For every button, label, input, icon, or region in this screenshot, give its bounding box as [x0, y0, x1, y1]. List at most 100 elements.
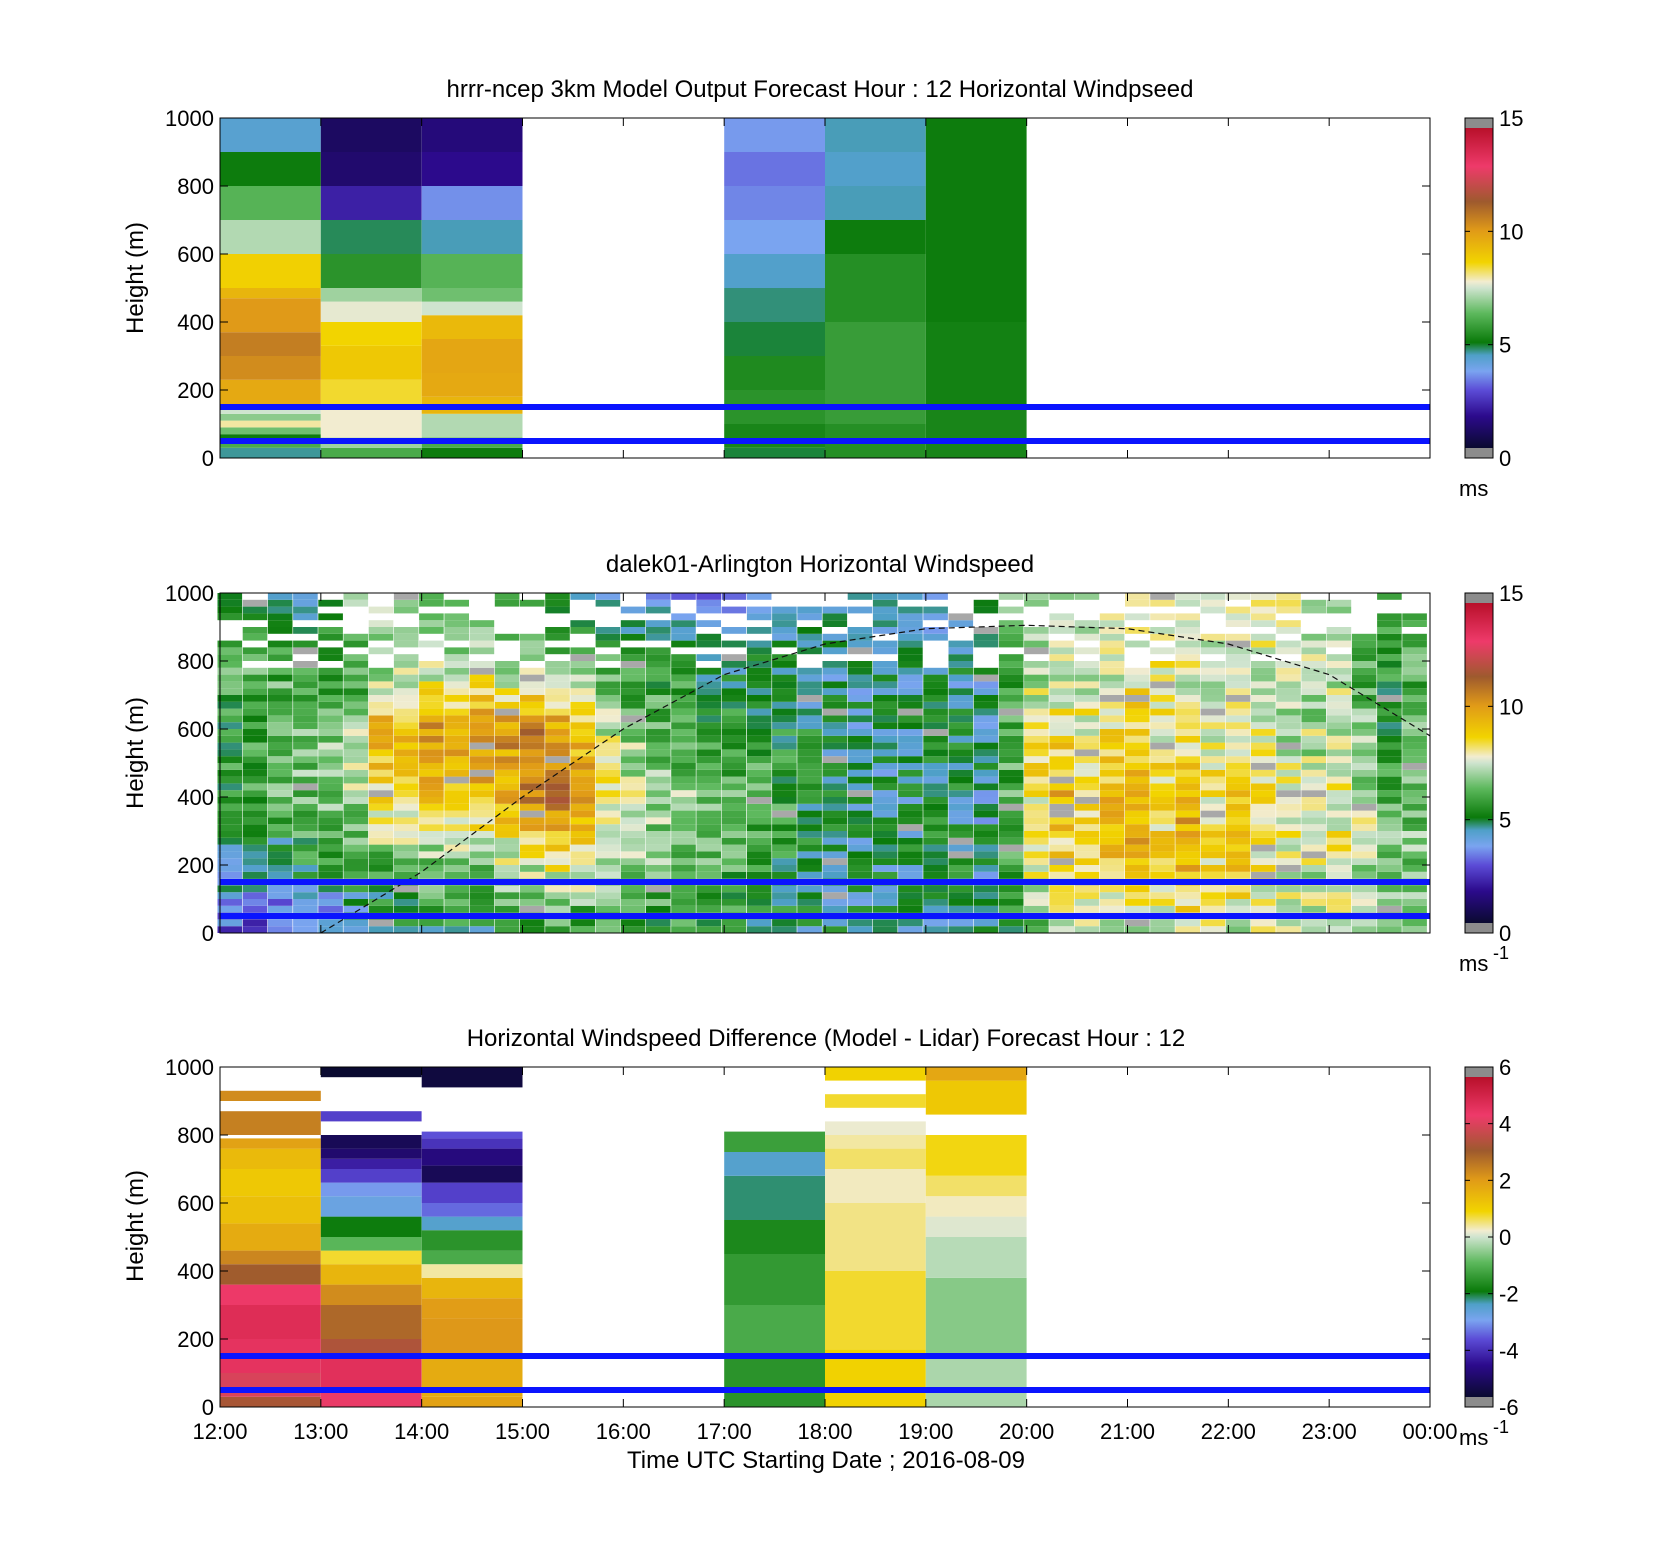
heatmap-cell: [1351, 803, 1377, 811]
heatmap-cell: [1326, 681, 1352, 689]
heatmap-cell: [494, 769, 520, 777]
heatmap-cell: [646, 674, 671, 682]
heatmap-cell: [1074, 803, 1100, 811]
heatmap-cell: [220, 118, 321, 152]
heatmap-cell: [1049, 715, 1074, 723]
heatmap-cell: [520, 681, 545, 689]
heatmap-cell: [242, 654, 268, 661]
heatmap-cell: [595, 674, 621, 682]
heatmap-cell: [267, 844, 293, 852]
heatmap-cell: [421, 301, 523, 316]
heatmap-cell: [421, 1298, 523, 1319]
heatmap-cell: [1301, 817, 1326, 825]
heatmap-cell: [772, 661, 797, 668]
heatmap-cell: [696, 919, 721, 927]
heatmap-cell: [242, 844, 268, 852]
heatmap-cell: [267, 824, 293, 831]
heatmap-cell: [1049, 899, 1074, 906]
heatmap-cell: [998, 722, 1024, 729]
heatmap-cell: [1125, 695, 1150, 702]
heatmap-cell: [1049, 776, 1074, 784]
heatmap-cell: [721, 892, 747, 899]
heatmap-cell: [825, 1148, 926, 1169]
heatmap-cell: [696, 803, 721, 811]
heatmap-cell: [1150, 851, 1175, 859]
heatmap-cell: [746, 593, 772, 600]
heatmap-cell: [746, 783, 772, 791]
heatmap-cell: [419, 797, 444, 804]
heatmap-cell: [724, 186, 825, 220]
heatmap-cell: [746, 905, 772, 913]
heatmap-cell: [1200, 701, 1226, 709]
heatmap-cell: [1049, 627, 1074, 634]
heatmap-cell: [847, 926, 873, 933]
heatmap-cell: [797, 803, 822, 811]
heatmap-cell: [469, 817, 495, 825]
heatmap-cell: [998, 871, 1024, 879]
heatmap-cell: [772, 919, 797, 927]
heatmap-cell: [570, 708, 595, 716]
heatmap-cell: [1175, 919, 1200, 927]
heatmap-cell: [746, 892, 772, 899]
heatmap-cell: [948, 871, 974, 879]
heatmap-cell: [595, 654, 621, 661]
heatmap-cell: [444, 851, 469, 859]
heatmap-cell: [1276, 749, 1301, 757]
heatmap-cell: [646, 606, 671, 614]
panel-title: Horizontal Windspeed Difference (Model -…: [467, 1025, 1186, 1052]
heatmap-cell: [772, 722, 797, 729]
heatmap-cell: [368, 790, 394, 797]
heatmap-cell: [898, 831, 923, 838]
heatmap-cell: [620, 708, 646, 716]
heatmap-cell: [242, 756, 268, 763]
heatmap-cell: [872, 749, 898, 757]
heatmap-cell: [1125, 892, 1150, 899]
heatmap-cell: [1301, 633, 1326, 641]
heatmap-cell: [1351, 858, 1377, 865]
heatmap-cell: [998, 681, 1024, 689]
heatmap-cell: [1326, 708, 1352, 716]
heatmap-cell: [520, 599, 545, 607]
heatmap-cell: [898, 851, 923, 859]
heatmap-cell: [973, 742, 999, 750]
heatmap-cell: [646, 817, 671, 825]
heatmap-cell: [520, 858, 545, 865]
heatmap-cell: [797, 756, 822, 763]
heatmap-cell: [293, 810, 318, 818]
heatmap-cell: [1251, 776, 1276, 784]
heatmap-cell: [1276, 729, 1301, 736]
heatmap-cell: [1099, 735, 1125, 743]
heatmap-cell: [696, 633, 721, 641]
heatmap-cell: [368, 871, 394, 879]
heatmap-cell: [925, 1175, 1027, 1197]
heatmap-cell: [1125, 831, 1150, 838]
heatmap-cell: [898, 885, 923, 893]
heatmap-cell: [444, 926, 469, 933]
heatmap-cell: [872, 640, 898, 648]
heatmap-cell: [1377, 797, 1402, 804]
heatmap-cell: [1225, 926, 1251, 933]
heatmap-cell: [220, 152, 321, 186]
heatmap-cell: [721, 831, 747, 838]
heatmap-cell: [1326, 776, 1352, 784]
heatmap-cell: [898, 797, 923, 804]
heatmap-cell: [320, 1250, 422, 1265]
heatmap-cell: [872, 810, 898, 818]
heatmap-cell: [646, 797, 671, 804]
heatmap-cell: [293, 627, 318, 634]
heatmap-cell: [620, 654, 646, 661]
heatmap-cell: [772, 803, 797, 811]
heatmap-cell: [822, 783, 848, 791]
heatmap-cell: [925, 220, 1027, 322]
heatmap-cell: [1074, 701, 1100, 709]
heatmap-cell: [293, 647, 318, 655]
heatmap-cell: [320, 254, 422, 288]
heatmap-cell: [1225, 742, 1251, 750]
heatmap-cell: [595, 640, 621, 648]
heatmap-cell: [898, 926, 923, 933]
heatmap-cell: [545, 627, 570, 634]
heatmap-cell: [822, 674, 848, 682]
heatmap-cell: [570, 729, 595, 736]
heatmap-cell: [1150, 797, 1175, 804]
